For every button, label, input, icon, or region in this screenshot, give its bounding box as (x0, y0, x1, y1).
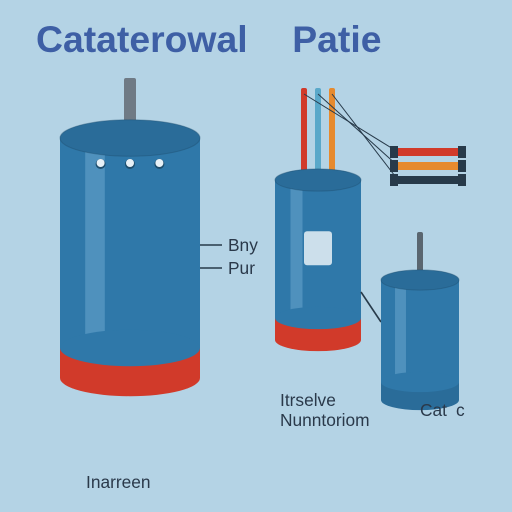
label-bny: Bny (228, 235, 258, 256)
label-cat: Cat (420, 400, 447, 421)
label-c: c (456, 400, 465, 421)
label-inarreen: Inarreen (86, 472, 151, 493)
label-nunntoriom: Nunntoriom (280, 410, 370, 431)
label-itselve: Itrselve (280, 390, 336, 411)
diagram-svg (0, 0, 512, 512)
label-pur: Pur (228, 258, 255, 279)
diagram-canvas: Cataterowal Patie Bny Pur Itrselve Nunnt… (0, 0, 512, 512)
